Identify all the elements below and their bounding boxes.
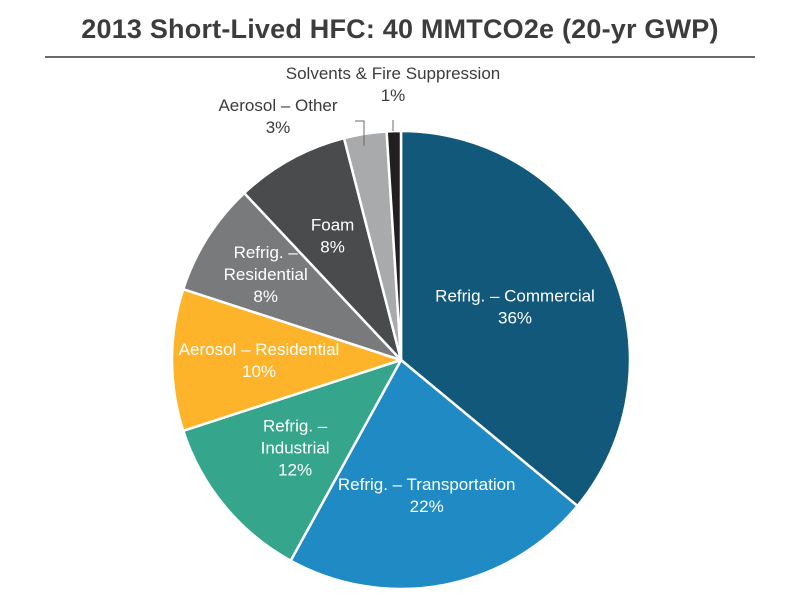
value-label-refrig-residential: 8%: [253, 287, 278, 306]
slice-refrig-commercial: [399, 129, 632, 508]
value-label-aerosol-residential: 10%: [242, 362, 276, 381]
slice-refrig-transportation: [289, 358, 579, 591]
slice-label-refrig-transportation-0: Refrig. – Transportation: [338, 475, 516, 494]
value-label-aerosol-other: 3%: [266, 118, 291, 137]
slice-aerosol-residential: [170, 287, 403, 433]
chart-title: 2013 Short-Lived HFC: 40 MMTCO2e (20-yr …: [81, 14, 719, 44]
title-divider: [45, 56, 755, 58]
slice-label-refrig-industrial-0: Refrig. –: [263, 417, 328, 436]
value-label-foam: 8%: [320, 238, 345, 257]
value-label-refrig-industrial: 12%: [278, 461, 312, 480]
slice-label-refrig-industrial-1: Industrial: [261, 439, 330, 458]
slice-solvents-fire-suppression: [385, 129, 403, 362]
leader-line-aerosol-other: [355, 120, 365, 146]
value-label-solvents-fire-suppression: 1%: [381, 86, 406, 105]
slice-label-aerosol-other-0: Aerosol – Other: [218, 96, 337, 115]
value-label-refrig-transportation: 22%: [410, 497, 444, 516]
slice-label-refrig-commercial-0: Refrig. – Commercial: [435, 286, 595, 305]
value-label-refrig-commercial: 36%: [498, 308, 532, 327]
slice-label-solvents-fire-suppression-0: Solvents & Fire Suppression: [286, 64, 501, 83]
slice-label-aerosol-residential-0: Aerosol – Residential: [179, 340, 340, 359]
slice-label-refrig-residential-1: Residential: [224, 265, 308, 284]
slice-refrig-residential: [181, 191, 403, 362]
slice-foam: [242, 136, 403, 362]
slice-label-refrig-residential-0: Refrig. –: [234, 243, 299, 262]
slice-refrig-industrial: [181, 358, 403, 562]
slice-label-foam-0: Foam: [311, 216, 354, 235]
